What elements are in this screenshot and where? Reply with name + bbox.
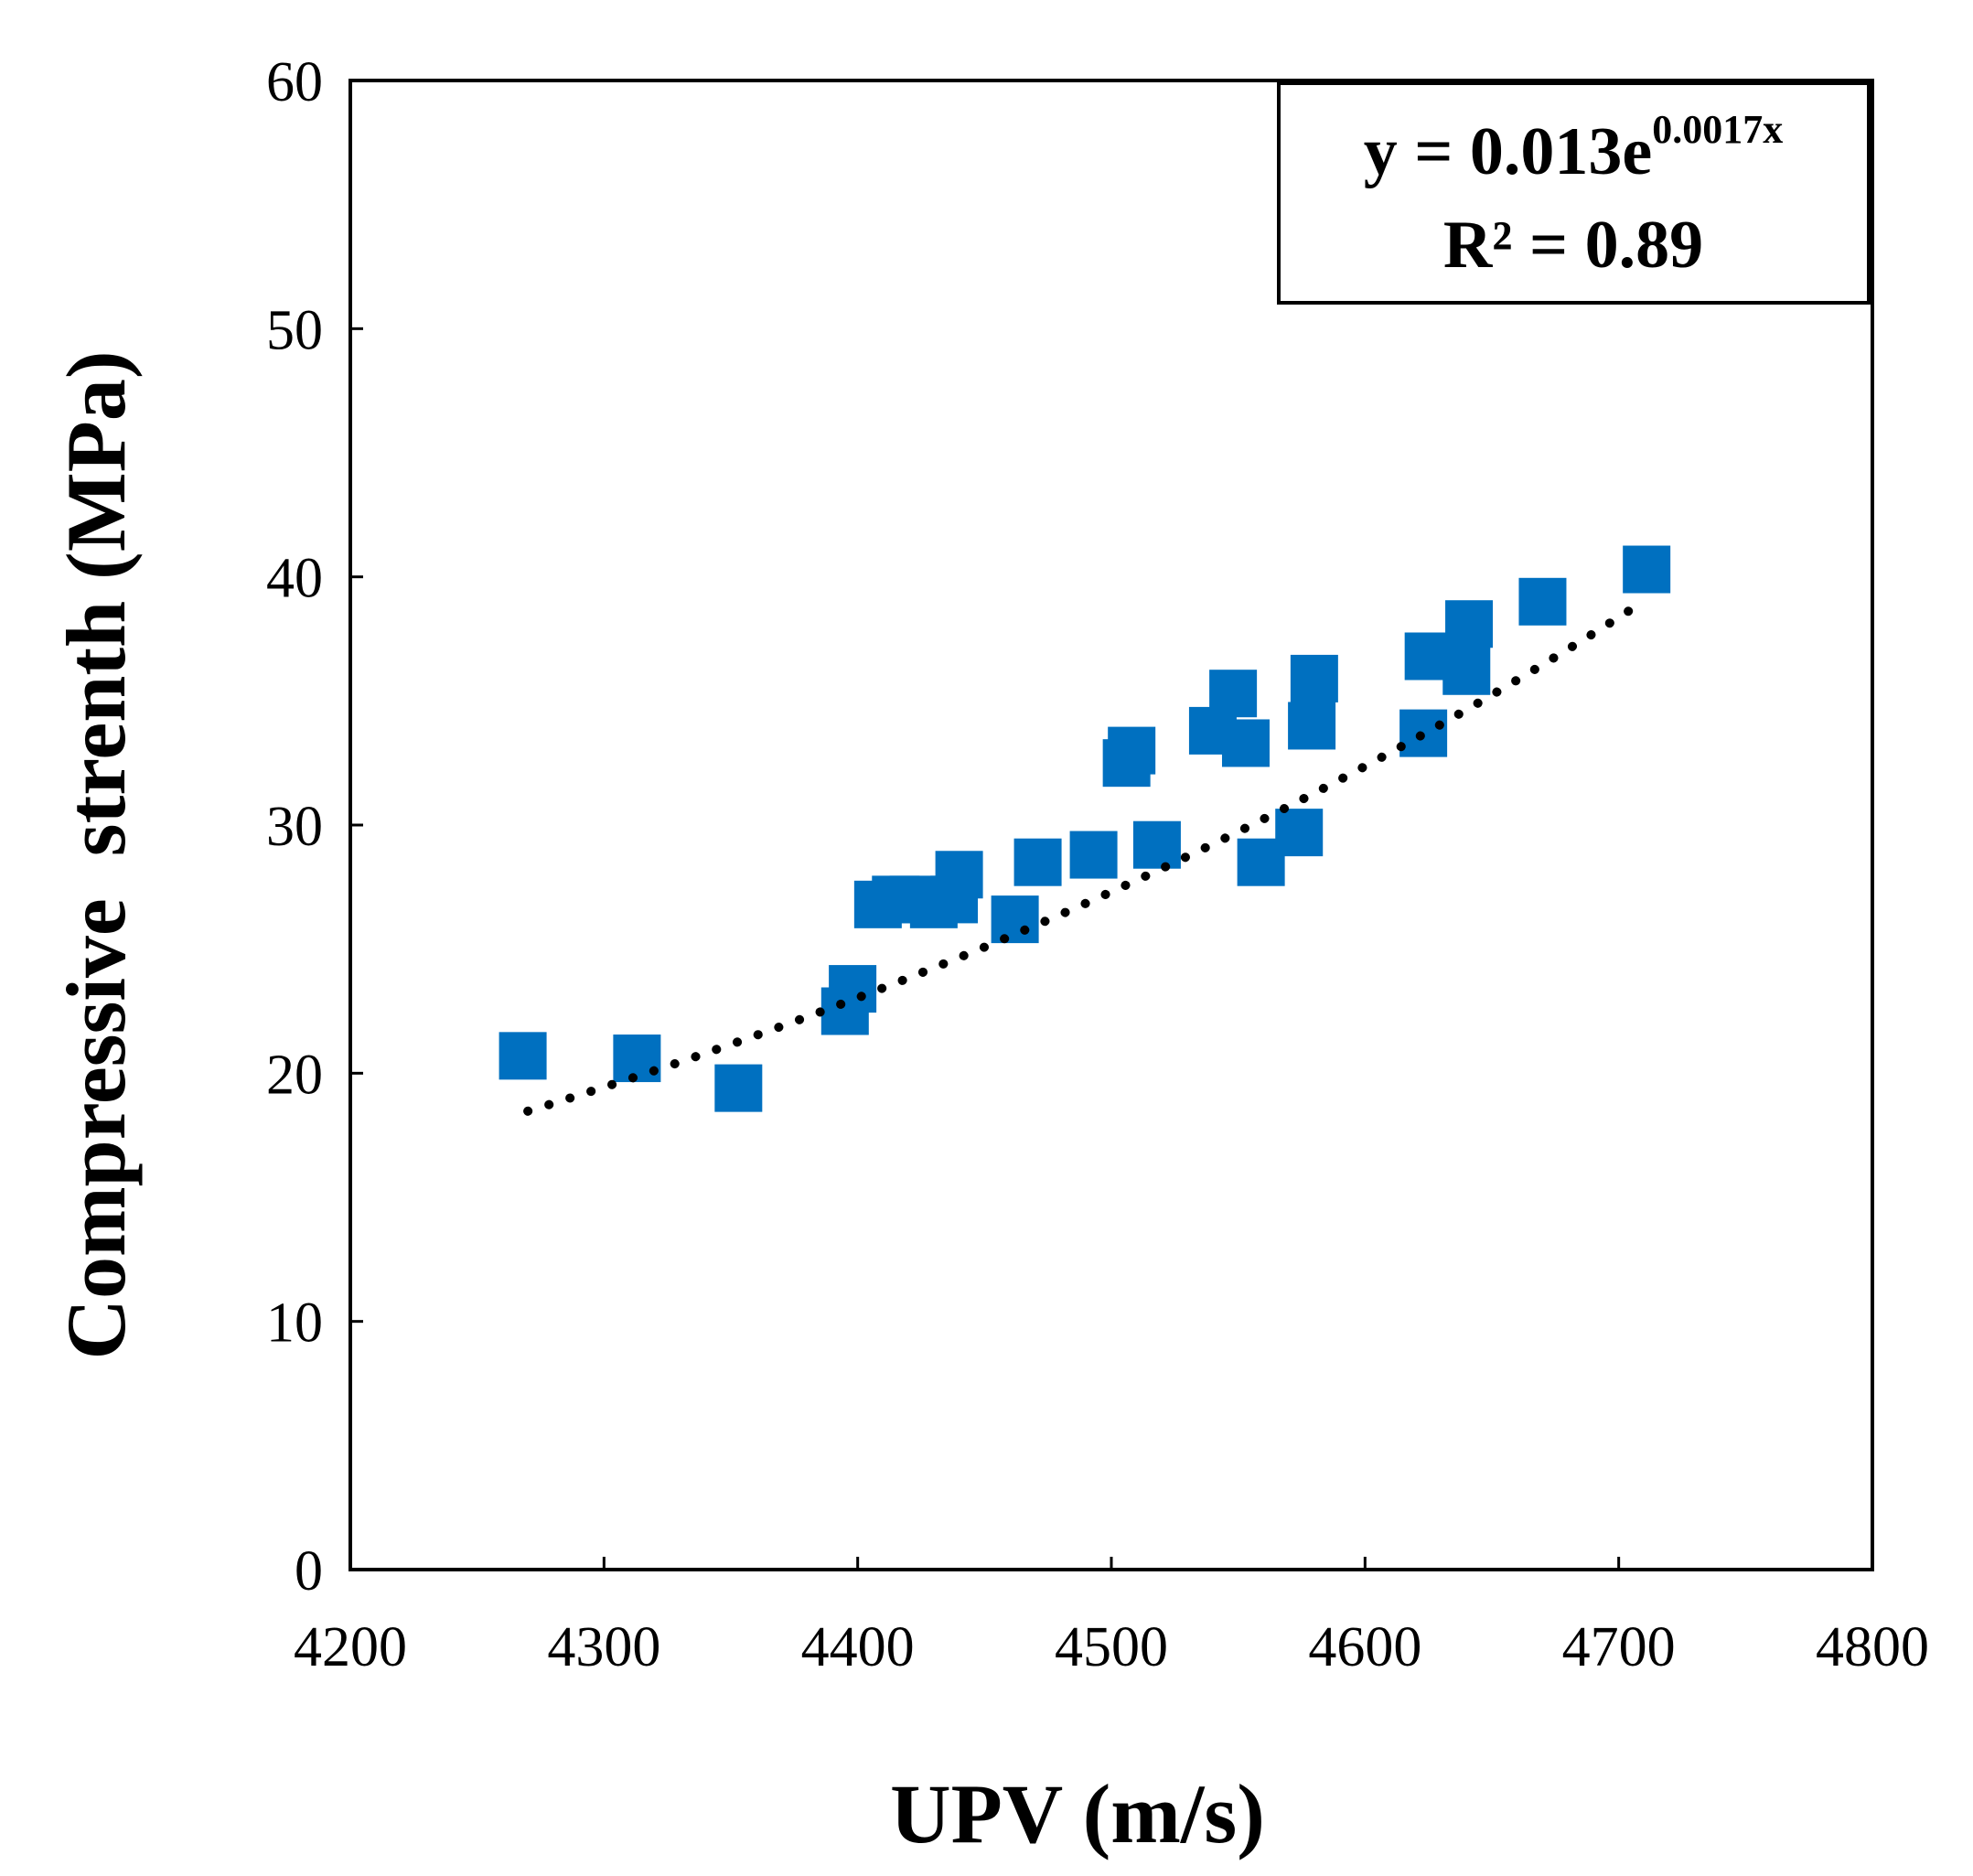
data-point xyxy=(935,851,983,899)
y-tick-label: 50 xyxy=(266,299,323,361)
x-tick-label: 4300 xyxy=(547,1616,660,1678)
equation-box-frame xyxy=(1277,81,1871,305)
x-axis-title: UPV (m/s) xyxy=(890,1767,1265,1860)
x-tick-label: 4600 xyxy=(1308,1616,1421,1678)
x-tick-label: 4400 xyxy=(801,1616,915,1678)
y-tick-label: 10 xyxy=(266,1292,323,1355)
data-point xyxy=(1290,654,1338,702)
data-point xyxy=(1288,702,1336,750)
trendline-curve xyxy=(523,603,1639,1116)
data-point xyxy=(1623,545,1671,594)
equation-box: y = 0.013e0.0017x R² = 0.89 xyxy=(1277,81,1871,305)
x-tick-label: 4500 xyxy=(1055,1616,1168,1678)
y-tick-label: 30 xyxy=(266,796,323,858)
equation-base: y = 0.013e xyxy=(1364,114,1653,189)
data-point xyxy=(1108,726,1156,775)
y-tick-label: 60 xyxy=(266,51,323,113)
data-point xyxy=(1069,831,1118,879)
data-points xyxy=(499,545,1671,1112)
equation-exponent: 0.0017x xyxy=(1652,107,1783,152)
data-point xyxy=(1275,809,1324,857)
data-point xyxy=(1518,577,1567,626)
data-point xyxy=(1132,820,1181,869)
y-tick-label: 0 xyxy=(295,1540,323,1603)
data-point xyxy=(1442,647,1491,695)
data-point xyxy=(991,895,1039,944)
x-tick-label: 4200 xyxy=(294,1616,407,1678)
data-point xyxy=(1221,719,1270,767)
data-point xyxy=(714,1064,763,1112)
y-axis-title: Compressive strenth (MPa) xyxy=(49,351,143,1360)
data-point xyxy=(1445,600,1494,649)
r-squared-label: R² = 0.89 xyxy=(1443,208,1703,283)
axis-tick-labels: 4200 4300 4400 4500 4600 4700 4800 0 10 20 30 40 50 6… xyxy=(266,51,1929,1678)
data-point xyxy=(1013,838,1062,886)
axis-ticks xyxy=(348,79,1874,1571)
x-tick-label: 4700 xyxy=(1562,1616,1676,1678)
x-tick-label: 4800 xyxy=(1816,1616,1929,1678)
data-point xyxy=(1209,670,1258,718)
y-tick-label: 40 xyxy=(266,548,323,610)
data-point xyxy=(829,965,877,1013)
y-tick-label: 20 xyxy=(266,1044,323,1106)
trendline xyxy=(523,603,1639,1116)
trendline-equation: y = 0.013e0.0017x xyxy=(1364,107,1784,189)
data-point xyxy=(499,1032,547,1080)
